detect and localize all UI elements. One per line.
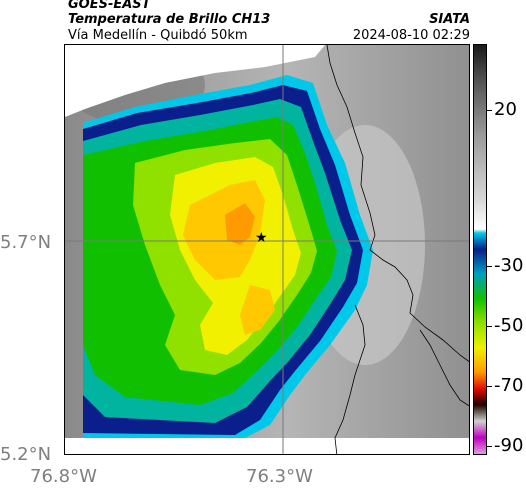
org-label: SIATA bbox=[429, 12, 470, 27]
no-data-bottom-strip bbox=[65, 438, 469, 454]
colorbar-label-minus-70: -70 bbox=[494, 375, 524, 396]
colorbar-tick-minus-90 bbox=[487, 446, 492, 447]
colorbar-tick-minus-50 bbox=[487, 326, 492, 327]
colorbar-tick-20 bbox=[487, 110, 492, 111]
colorbar-label-minus-30: -30 bbox=[494, 255, 524, 276]
lat-label-5-7: 5.7°N bbox=[0, 232, 52, 253]
coastline-boundary bbox=[326, 45, 469, 454]
no-data-white-area bbox=[65, 45, 325, 117]
colorbar-label-20: 20 bbox=[494, 99, 517, 120]
lon-label-76-8: 76.8°W bbox=[30, 466, 97, 487]
dark-orange-core bbox=[225, 203, 255, 245]
brightness-temperature-map: ★ bbox=[64, 44, 470, 455]
lat-label-5-2: 5.2°N bbox=[0, 444, 52, 465]
region-label: Vía Medellín - Quibdó 50km bbox=[68, 28, 248, 43]
star-icon: ★ bbox=[255, 230, 268, 246]
map-layers bbox=[65, 45, 469, 454]
lon-label-76-3: 76.3°W bbox=[246, 466, 313, 487]
temperature-colorbar bbox=[473, 44, 487, 455]
orange-secondary-region bbox=[240, 285, 275, 335]
colorbar-tick-minus-30 bbox=[487, 266, 492, 267]
colorbar-label-minus-90: -90 bbox=[494, 435, 524, 456]
satellite-label: GOES-EAST bbox=[68, 0, 151, 12]
timestamp-label: 2024-08-10 02:29 bbox=[352, 28, 470, 43]
colorbar-tick-minus-70 bbox=[487, 386, 492, 387]
product-title: Temperatura de Brillo CH13 bbox=[68, 12, 271, 27]
colorbar-label-minus-50: -50 bbox=[494, 315, 524, 336]
